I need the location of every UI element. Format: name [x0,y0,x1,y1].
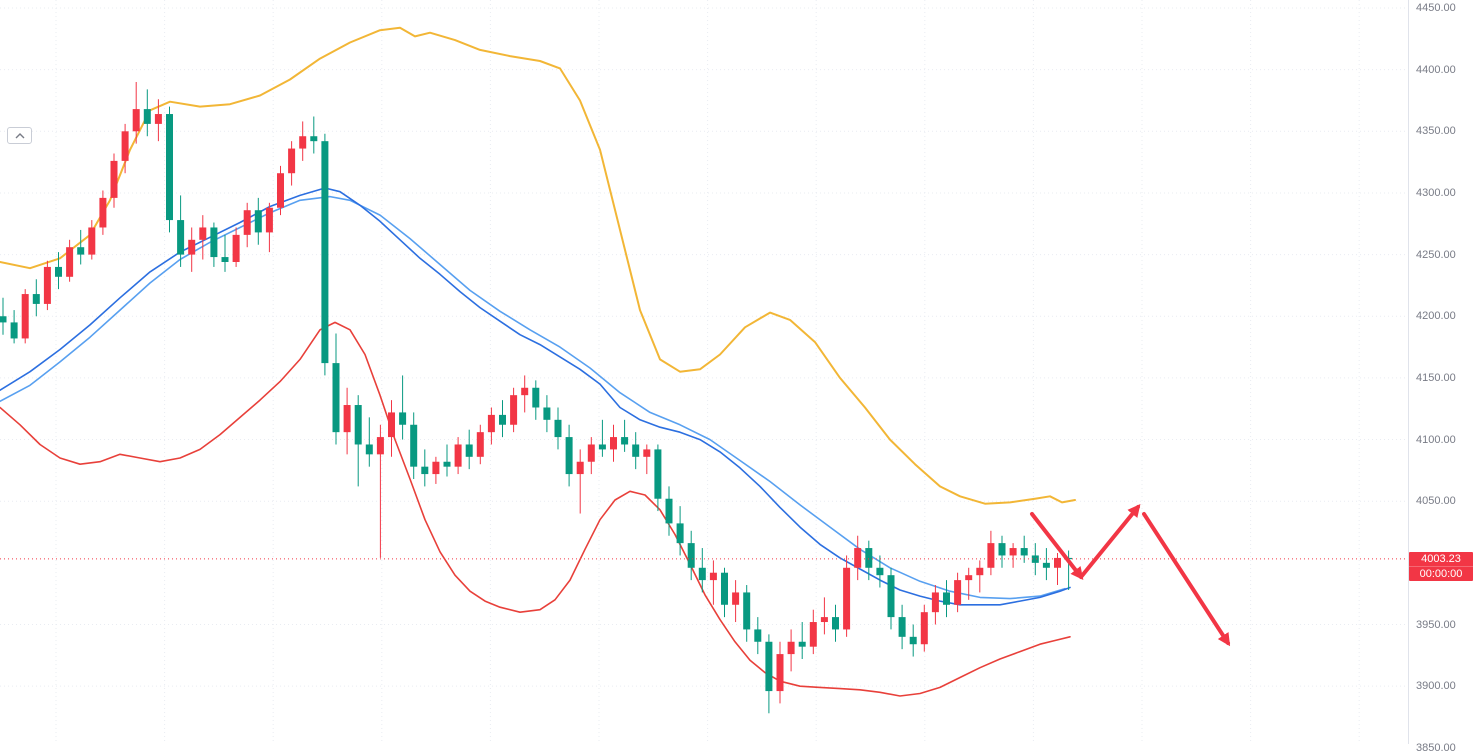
chevron-up-icon [15,132,25,139]
y-axis-label: 3850.00 [1416,741,1456,754]
trend-arrow[interactable] [1030,512,1084,581]
y-axis-label: 4100.00 [1416,433,1456,446]
bollinger-bands-layer [0,26,1076,697]
grid-layer [0,0,1408,744]
trend-arrow[interactable] [1079,504,1141,579]
trend-arrow[interactable] [1142,512,1231,647]
y-axis-label: 4250.00 [1416,248,1456,261]
countdown-timer: 00:00:00 [1409,565,1473,581]
legend-collapse-button[interactable] [7,127,32,144]
y-axis-label: 4200.00 [1416,310,1456,323]
y-axis-label: 3950.00 [1416,618,1456,631]
y-axis-label: 3900.00 [1416,680,1456,693]
y-axis-label: 4150.00 [1416,371,1456,384]
price-chart[interactable] [0,0,1408,744]
y-axis-label: 4350.00 [1416,125,1456,138]
price-axis[interactable]: 4450.00 4400.00 4350.00 4300.00 4250.00 4200.… [1408,0,1473,754]
candles-layer [0,81,1073,714]
y-axis-label: 4400.00 [1416,63,1456,76]
y-axis-label: 4450.00 [1416,2,1456,14]
y-axis-label: 4050.00 [1416,495,1456,508]
trend-arrow-annotations[interactable] [1030,504,1231,647]
y-axis-label: 4300.00 [1416,186,1456,199]
current-price-tag: 4003.23 00:00:00 [1409,551,1473,581]
current-price-value: 4003.23 [1421,552,1461,565]
